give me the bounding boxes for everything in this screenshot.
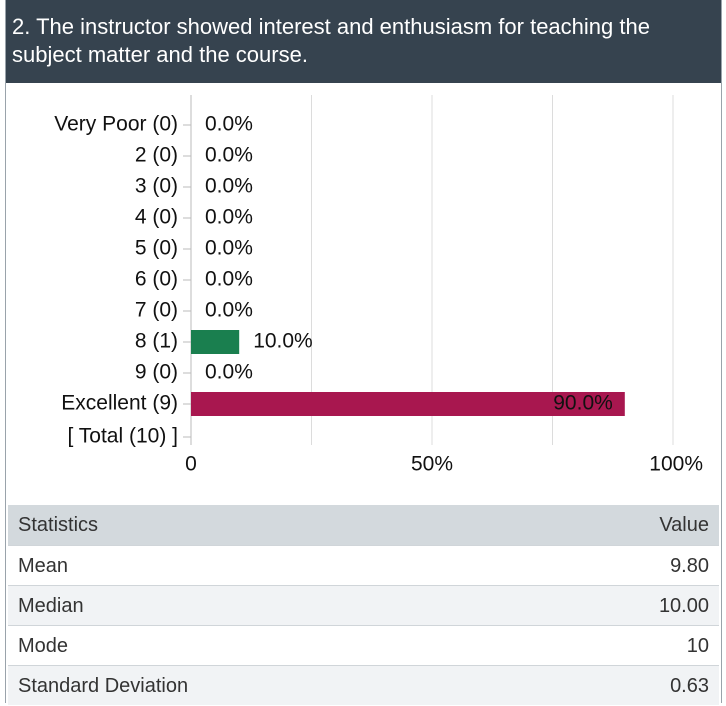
- y-tick-label: 9 (0): [135, 361, 178, 384]
- value-label: 10.0%: [253, 330, 313, 353]
- table-row: Mode 10: [8, 625, 719, 665]
- x-tick-label: 50%: [411, 453, 453, 476]
- value-label: 0.0%: [205, 206, 253, 229]
- stats-table: Statistics Value Mean 9.80 Median 10.00 Mode 10…: [8, 505, 719, 705]
- value-label: 0.0%: [205, 113, 253, 136]
- y-tick-label: 2 (0): [135, 144, 178, 167]
- x-tick-label: 100%: [649, 453, 703, 476]
- table-cell: Mean: [18, 555, 69, 577]
- table-cell: 9.80: [670, 555, 709, 577]
- y-tick-label: 3 (0): [135, 175, 178, 198]
- y-tick-label: Excellent (9): [61, 392, 178, 415]
- x-tick-label: 0: [185, 453, 197, 476]
- table-row: Standard Deviation 0.63: [8, 665, 719, 705]
- table-cell: 10.00: [658, 595, 709, 617]
- bar: [191, 330, 240, 354]
- table-row: Median 10.00: [8, 585, 719, 625]
- total-label: [ Total (10) ]: [68, 425, 179, 448]
- table-cell: Standard Deviation: [18, 675, 189, 697]
- y-tick-label: 5 (0): [135, 237, 178, 260]
- value-label: 90.0%: [553, 392, 613, 415]
- bar: [191, 392, 625, 416]
- y-tick-label: 4 (0): [135, 206, 178, 229]
- question-title: 2. The instructor showed interest and en…: [6, 0, 721, 83]
- y-tick-label: Very Poor (0): [54, 113, 178, 136]
- table-cell: Mode: [18, 635, 69, 657]
- value-label: 0.0%: [205, 237, 253, 260]
- value-label: 0.0%: [205, 268, 253, 291]
- table-cell: 10: [686, 635, 709, 657]
- table-row: Statistics Value: [8, 505, 719, 545]
- table-cell: Value: [659, 514, 709, 536]
- panel: 2. The instructor showed interest and en…: [5, 0, 722, 705]
- value-label: 0.0%: [205, 361, 253, 384]
- table-cell: 0.63: [670, 675, 709, 697]
- table-cell: Statistics: [18, 514, 99, 536]
- y-tick-label: 8 (1): [135, 330, 178, 353]
- table-cell: Median: [18, 595, 84, 617]
- y-tick-label: 6 (0): [135, 268, 178, 291]
- chart: 0 50% 100% Very Poor (0) 0.0% 2 (0) 0.0% 3 (0) 0…: [54, 95, 703, 476]
- value-label: 0.0%: [205, 175, 253, 198]
- value-label: 0.0%: [205, 144, 253, 167]
- table-row: Mean 9.80: [8, 545, 719, 585]
- y-tick-label: 7 (0): [135, 299, 178, 322]
- value-label: 0.0%: [205, 299, 253, 322]
